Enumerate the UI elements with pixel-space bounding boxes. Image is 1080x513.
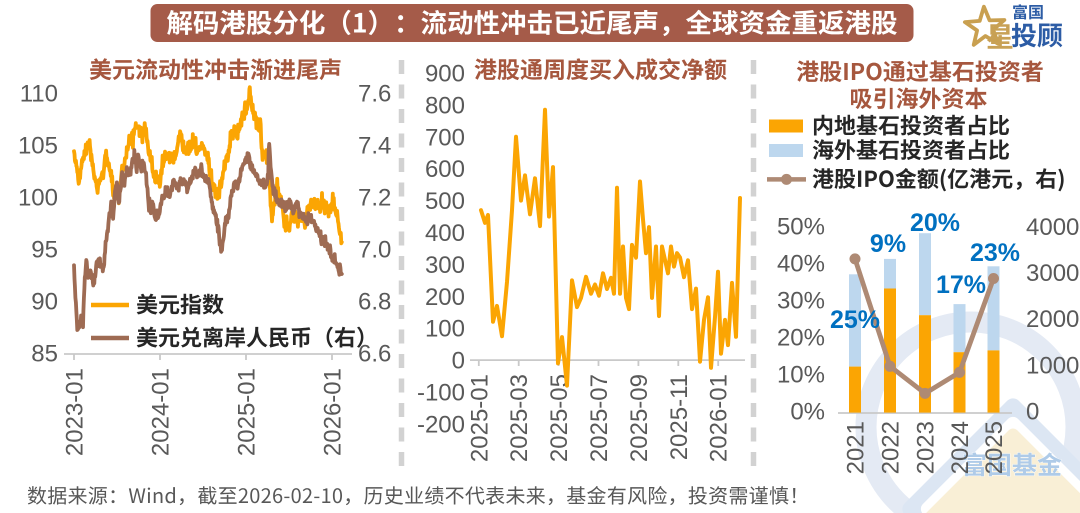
svg-text:95: 95	[31, 237, 58, 264]
svg-text:100: 100	[18, 185, 58, 212]
svg-text:23%: 23%	[970, 239, 1020, 267]
svg-text:500: 500	[425, 188, 465, 215]
svg-text:25%: 25%	[830, 306, 880, 334]
svg-text:2025-03: 2025-03	[506, 374, 533, 462]
svg-text:4000: 4000	[1026, 214, 1079, 241]
svg-text:0: 0	[452, 348, 465, 375]
svg-text:2024-01: 2024-01	[148, 368, 175, 456]
svg-text:3000: 3000	[1026, 260, 1079, 287]
svg-text:2023: 2023	[913, 421, 940, 474]
svg-text:-200: -200	[417, 411, 465, 438]
svg-text:2025-11: 2025-11	[666, 374, 693, 460]
svg-text:2025-09: 2025-09	[626, 374, 653, 462]
svg-text:400: 400	[425, 220, 465, 247]
svg-text:200: 200	[425, 284, 465, 311]
svg-text:0: 0	[1026, 398, 1039, 425]
svg-text:2025-07: 2025-07	[586, 374, 613, 462]
svg-text:600: 600	[425, 156, 465, 183]
svg-text:7.4: 7.4	[358, 133, 391, 160]
svg-text:0%: 0%	[790, 399, 825, 426]
svg-text:30%: 30%	[777, 288, 825, 315]
svg-text:7.2: 7.2	[358, 185, 391, 212]
svg-text:-100: -100	[417, 380, 465, 407]
svg-text:7.0: 7.0	[358, 237, 391, 264]
svg-text:2021: 2021	[843, 421, 870, 474]
svg-text:20%: 20%	[777, 325, 825, 352]
svg-text:2024: 2024	[947, 421, 974, 474]
svg-text:2025-01: 2025-01	[466, 374, 493, 462]
svg-text:1000: 1000	[1026, 352, 1079, 379]
svg-text:300: 300	[425, 252, 465, 279]
svg-text:6.6: 6.6	[358, 341, 391, 368]
svg-text:2026-01: 2026-01	[706, 374, 733, 462]
svg-text:110: 110	[20, 81, 58, 108]
svg-text:6.8: 6.8	[358, 289, 391, 316]
svg-text:7.6: 7.6	[358, 81, 391, 108]
svg-text:50%: 50%	[777, 214, 825, 241]
svg-text:40%: 40%	[777, 251, 825, 278]
svg-text:85: 85	[31, 341, 58, 368]
svg-text:2025-01: 2025-01	[234, 368, 261, 456]
svg-text:100: 100	[425, 316, 465, 343]
svg-text:800: 800	[425, 92, 465, 119]
svg-text:10%: 10%	[777, 362, 825, 389]
svg-text:17%: 17%	[936, 271, 986, 299]
svg-text:9%: 9%	[870, 230, 906, 258]
svg-text:105: 105	[18, 133, 58, 160]
svg-text:2025-05: 2025-05	[546, 374, 573, 462]
svg-text:20%: 20%	[910, 209, 960, 237]
svg-text:2022: 2022	[878, 421, 905, 474]
svg-text:90: 90	[31, 289, 58, 316]
svg-text:900: 900	[425, 61, 465, 88]
svg-text:2025: 2025	[981, 421, 1008, 474]
svg-text:2023-01: 2023-01	[62, 368, 89, 456]
svg-text:700: 700	[425, 124, 465, 151]
svg-text:2026-01: 2026-01	[320, 368, 347, 456]
svg-text:2000: 2000	[1026, 306, 1079, 333]
